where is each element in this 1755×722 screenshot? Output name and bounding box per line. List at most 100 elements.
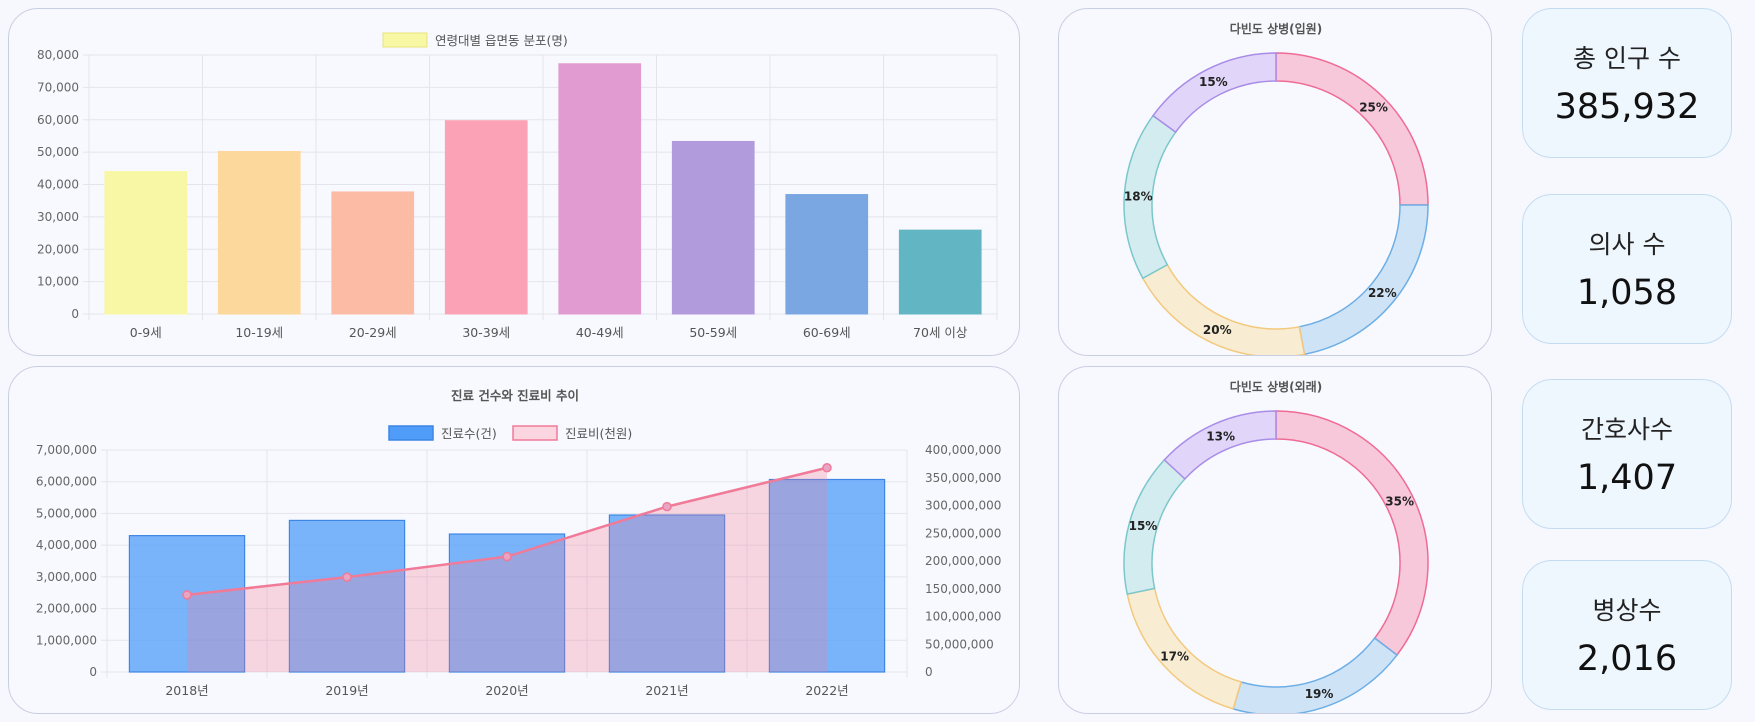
chart-title: 다빈도 상병(외래) <box>1230 379 1322 394</box>
stat-card-nurses: 간호사수 1,407 <box>1522 379 1732 529</box>
stat-card-population: 총 인구 수 385,932 <box>1522 8 1732 158</box>
slice-label: 20% <box>1203 323 1232 337</box>
stat-value-nurses: 1,407 <box>1576 458 1678 498</box>
age-distribution-card: 연령대별 읍면동 분포(명) 0 10,000 20,000 30,000 40,000 5… <box>8 8 1020 356</box>
y-tick-label: 0 <box>71 307 79 321</box>
donut-slice <box>1275 52 1429 206</box>
bar <box>331 191 415 315</box>
inpatient-donut-chart: 다빈도 상병(입원) 25% 22% 20% 18% 15% <box>1123 21 1429 355</box>
x-tick-label: 2019년 <box>325 683 368 698</box>
y-right-tick-label: 150,000,000 <box>925 582 1001 596</box>
line-area-fill <box>187 467 827 672</box>
y-left-tick-label: 4,000,000 <box>36 538 97 552</box>
bar <box>898 229 982 315</box>
y-tick-label: 10,000 <box>37 275 79 289</box>
slice-label: 17% <box>1160 650 1189 664</box>
stat-value-doctors: 1,058 <box>1576 273 1678 313</box>
x-tick-label: 30-39세 <box>462 325 510 340</box>
slice-label: 19% <box>1305 687 1334 701</box>
bar <box>444 120 528 315</box>
y-tick-label: 60,000 <box>37 113 79 127</box>
line-point <box>502 551 512 562</box>
stat-card-doctors: 의사 수 1,058 <box>1522 194 1732 344</box>
bar <box>768 478 886 673</box>
bar <box>608 514 726 673</box>
y-right-tick-label: 100,000,000 <box>925 610 1001 624</box>
legend-label: 연령대별 읍면동 분포(명) <box>435 33 568 48</box>
line-point <box>342 572 352 582</box>
y-right-tick-label: 200,000,000 <box>925 554 1001 568</box>
legend-label-bars: 진료수(건) <box>441 426 497 441</box>
line-point <box>822 463 832 473</box>
y-left-tick-label: 1,000,000 <box>36 633 97 647</box>
y-tick-label: 30,000 <box>37 210 79 224</box>
y-left-tick-label: 2,000,000 <box>36 602 97 616</box>
stat-card-beds: 병상수 2,016 <box>1522 560 1732 710</box>
donut-slice <box>1141 263 1306 355</box>
donut-slice <box>1275 410 1429 657</box>
bar <box>128 535 246 673</box>
y-right-tick-label: 250,000,000 <box>925 526 1001 540</box>
slice-label: 13% <box>1206 430 1235 444</box>
chart-title: 진료 건수와 진료비 추이 <box>451 388 579 403</box>
bar <box>785 194 869 315</box>
stat-label-doctors: 의사 수 <box>1588 230 1666 259</box>
stat-label-beds: 병상수 <box>1592 596 1662 625</box>
chart-title: 다빈도 상병(입원) <box>1230 21 1322 36</box>
x-tick-label: 0-9세 <box>130 325 162 340</box>
x-tick-label: 20-29세 <box>349 325 397 340</box>
x-tick-label: 50-59세 <box>689 325 737 340</box>
slice-label: 25% <box>1359 100 1388 114</box>
bar <box>104 171 188 315</box>
stat-value-beds: 2,016 <box>1576 639 1678 679</box>
x-tick-label: 2020년 <box>485 683 528 698</box>
stat-label-nurses: 간호사수 <box>1580 415 1673 444</box>
x-tick-label: 70세 이상 <box>913 325 968 340</box>
y-tick-label: 50,000 <box>37 145 79 159</box>
slice-label: 15% <box>1199 75 1228 89</box>
x-tick-label: 2022년 <box>805 683 848 698</box>
slice-label: 18% <box>1124 189 1153 203</box>
y-tick-label: 70,000 <box>37 80 79 94</box>
x-tick-label: 10-19세 <box>235 325 283 340</box>
legend-swatch <box>382 32 428 48</box>
bar <box>558 63 642 315</box>
bar <box>288 519 406 673</box>
y-left-tick-label: 0 <box>89 665 97 679</box>
outpatient-donut-chart: 다빈도 상병(외래) 35% 19% 17% 15% 13% <box>1123 379 1429 713</box>
age-bar-chart: 연령대별 읍면동 분포(명) 0 10,000 20,000 30,000 40,000 5… <box>37 32 998 340</box>
bar <box>671 140 755 315</box>
stat-label-population: 총 인구 수 <box>1573 44 1681 73</box>
x-tick-label: 2021년 <box>645 683 688 698</box>
y-right-tick-label: 300,000,000 <box>925 499 1001 513</box>
x-tick-label: 2018년 <box>165 683 208 698</box>
y-left-tick-label: 5,000,000 <box>36 506 97 520</box>
y-left-tick-label: 6,000,000 <box>36 475 97 489</box>
y-tick-label: 40,000 <box>37 178 79 192</box>
bar <box>217 150 301 315</box>
y-right-tick-label: 50,000,000 <box>925 637 994 651</box>
slice-label: 35% <box>1385 495 1414 509</box>
outpatient-donut-card: 다빈도 상병(외래) 35% 19% 17% 15% 13% <box>1058 366 1492 714</box>
legend-swatch-bars <box>388 425 434 441</box>
legend-swatch-line <box>512 425 558 441</box>
line-point <box>662 501 672 512</box>
donut-slice <box>1151 52 1277 134</box>
y-tick-label: 20,000 <box>37 242 79 256</box>
stat-value-population: 385,932 <box>1554 87 1700 127</box>
y-left-tick-label: 7,000,000 <box>36 443 97 457</box>
y-tick-label: 80,000 <box>37 48 79 62</box>
legend-label-line: 진료비(천원) <box>565 426 632 441</box>
donut-slice <box>1163 410 1277 480</box>
donut-slice <box>1298 204 1429 355</box>
slice-label: 15% <box>1129 519 1158 533</box>
x-tick-label: 60-69세 <box>803 325 851 340</box>
y-right-tick-label: 0 <box>925 665 933 679</box>
donut-slice <box>1232 637 1399 713</box>
line-point <box>182 590 192 600</box>
inpatient-donut-card: 다빈도 상병(입원) 25% 22% 20% 18% 15% <box>1058 8 1492 356</box>
x-tick-label: 40-49세 <box>576 325 624 340</box>
y-right-tick-label: 400,000,000 <box>925 443 1001 457</box>
